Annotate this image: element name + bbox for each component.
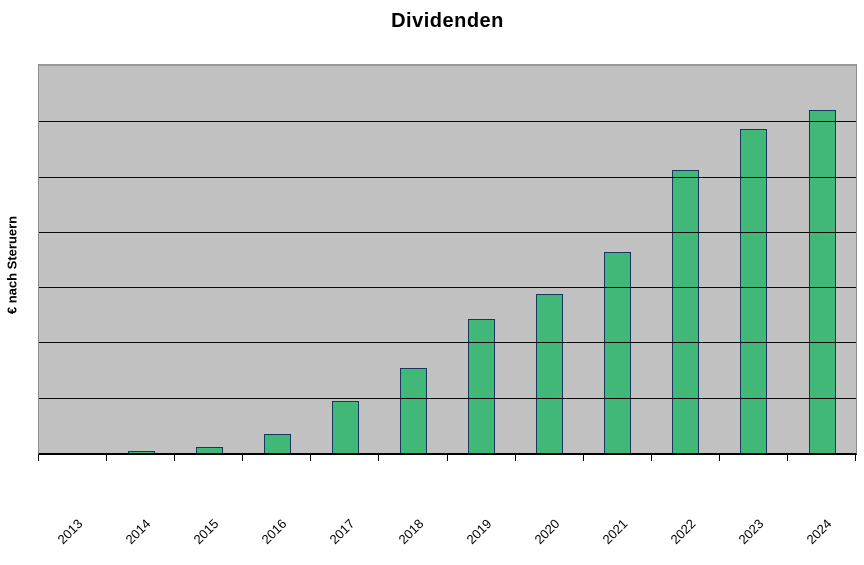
gridline — [39, 121, 856, 123]
y-axis-title: € nach Steruern — [4, 215, 20, 315]
x-axis-label-2017: 2017 — [326, 516, 359, 548]
bar-2021 — [604, 252, 632, 453]
x-axis-label-2023: 2023 — [735, 516, 767, 548]
x-axis-tick — [582, 455, 584, 461]
x-axis-tick — [310, 455, 312, 461]
x-axis-label-2014: 2014 — [122, 516, 154, 548]
bar-2015 — [195, 447, 223, 453]
x-axis-label-2019: 2019 — [463, 516, 495, 548]
x-axis-tick — [106, 455, 108, 461]
x-axis-label-2016: 2016 — [258, 516, 290, 548]
bar-2016 — [263, 434, 291, 453]
x-axis-label-2024: 2024 — [803, 516, 835, 548]
bar-2023 — [740, 129, 768, 453]
gridline — [39, 342, 856, 344]
gridline — [39, 231, 856, 233]
bar-2022 — [672, 170, 700, 453]
x-axis-tick — [650, 455, 652, 461]
x-axis-tick — [38, 455, 39, 461]
x-axis-tick — [242, 455, 244, 461]
x-axis-tick — [786, 455, 788, 461]
bar-2020 — [536, 294, 564, 453]
x-axis-label-2018: 2018 — [395, 516, 427, 548]
bar-2017 — [331, 401, 359, 453]
x-axis-tick — [174, 455, 176, 461]
gridline — [39, 287, 856, 289]
x-axis-label-2013: 2013 — [54, 516, 86, 548]
bar-2014 — [127, 451, 155, 453]
x-axis-label-2022: 2022 — [667, 516, 699, 548]
gridline — [39, 397, 856, 399]
bar-2024 — [808, 110, 836, 453]
bar-2018 — [400, 368, 427, 453]
x-axis-label-2015: 2015 — [190, 516, 222, 548]
x-axis-tick — [378, 455, 380, 461]
chart-title: Dividenden — [391, 10, 504, 32]
x-axis-label-2021: 2021 — [599, 516, 631, 548]
x-axis-tick — [855, 455, 856, 461]
x-axis-label-2020: 2020 — [531, 516, 563, 548]
x-axis-tick — [514, 455, 516, 461]
x-axis-tick — [718, 455, 720, 461]
plot-area — [38, 64, 857, 455]
x-axis-tick — [446, 455, 448, 461]
bar-2019 — [468, 319, 495, 453]
gridline — [39, 176, 856, 178]
